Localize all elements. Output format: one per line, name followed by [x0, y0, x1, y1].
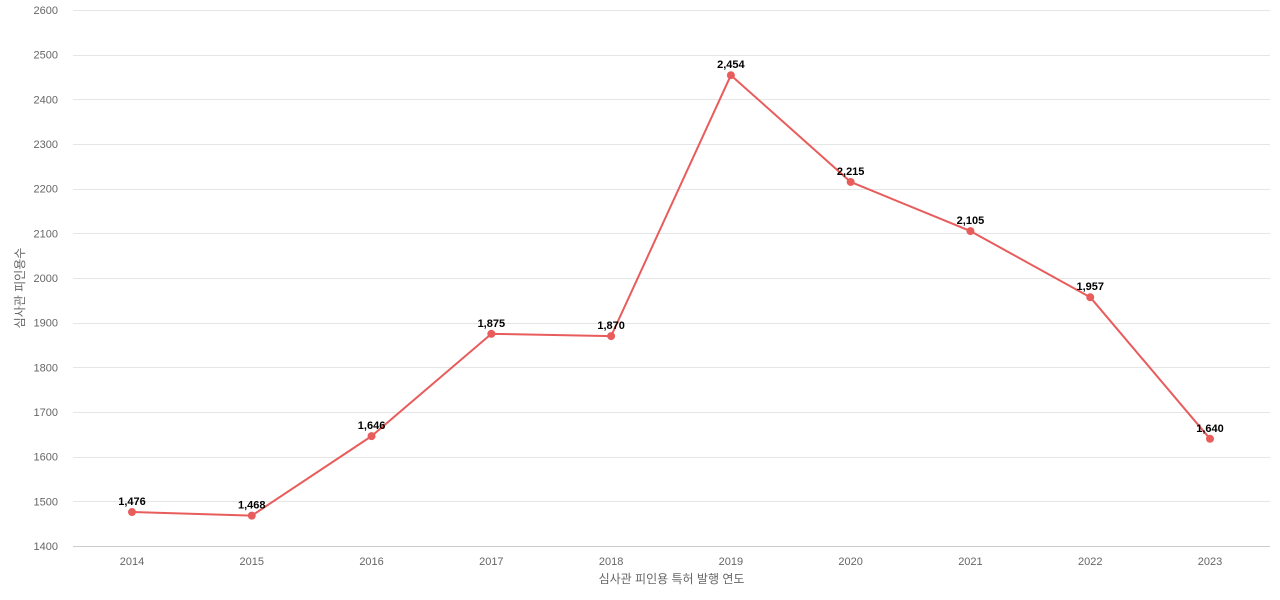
y-tick-label: 1700 [34, 407, 58, 419]
data-point [846, 177, 855, 186]
y-tick-label: 2500 [34, 50, 58, 62]
y-tick-label: 2000 [34, 273, 58, 285]
y-axis-title: 심사관 피인용수 [13, 248, 27, 329]
series-line [131, 74, 1211, 517]
data-label: 2,454 [717, 59, 745, 71]
data-point [966, 227, 975, 236]
series-layer [128, 71, 1214, 520]
x-axis-ticks: 2014 2015 2016 2017 2018 2019 2020 2021 2022 2023 [120, 556, 1222, 568]
data-point [726, 71, 735, 80]
data-label: 1,875 [478, 318, 506, 330]
data-point [1206, 434, 1214, 443]
data-label: 2,215 [837, 166, 865, 178]
y-tick-label: 1400 [34, 541, 58, 553]
x-tick-label: 2021 [958, 556, 982, 568]
data-label: 1,640 [1196, 423, 1224, 435]
data-label: 2,105 [957, 215, 985, 227]
y-tick-label: 2100 [34, 228, 58, 240]
data-label: 1,476 [118, 496, 146, 508]
y-tick-label: 1500 [34, 496, 58, 508]
y-axis-ticks: 1400 1500 1600 1700 1800 1900 2000 2100 2200 2300… [34, 5, 58, 553]
x-tick-label: 2023 [1198, 556, 1222, 568]
y-tick-label: 2200 [34, 184, 58, 196]
y-tick-label: 2300 [34, 139, 58, 151]
y-tick-label: 2600 [34, 5, 58, 17]
x-tick-label: 2020 [838, 556, 862, 568]
x-tick-label: 2019 [719, 556, 743, 568]
y-tick-label: 1600 [34, 452, 58, 464]
y-tick-label: 1900 [34, 318, 58, 330]
x-axis-title: 심사관 피인용 특허 발행 연도 [599, 571, 745, 586]
data-point [247, 511, 256, 520]
data-point [487, 329, 496, 338]
y-tick-label: 2400 [34, 94, 58, 106]
grid-lines [73, 10, 1270, 547]
data-point [367, 432, 376, 441]
data-label: 1,646 [358, 420, 386, 432]
data-label: 1,957 [1076, 281, 1104, 293]
x-tick-label: 2017 [479, 556, 503, 568]
data-label: 1,468 [238, 500, 266, 512]
data-point [607, 332, 616, 341]
x-tick-label: 2016 [359, 556, 383, 568]
x-tick-label: 2014 [120, 556, 144, 568]
data-label: 1,870 [597, 320, 625, 332]
data-point [128, 508, 136, 517]
data-labels: 1,476 1,468 1,646 1,875 1,870 2,454 2,215 2,105… [118, 59, 1224, 511]
y-tick-label: 1800 [34, 362, 58, 374]
x-tick-label: 2018 [599, 556, 623, 568]
x-tick-label: 2015 [240, 556, 264, 568]
x-tick-label: 2022 [1078, 556, 1102, 568]
data-point [1086, 293, 1095, 302]
